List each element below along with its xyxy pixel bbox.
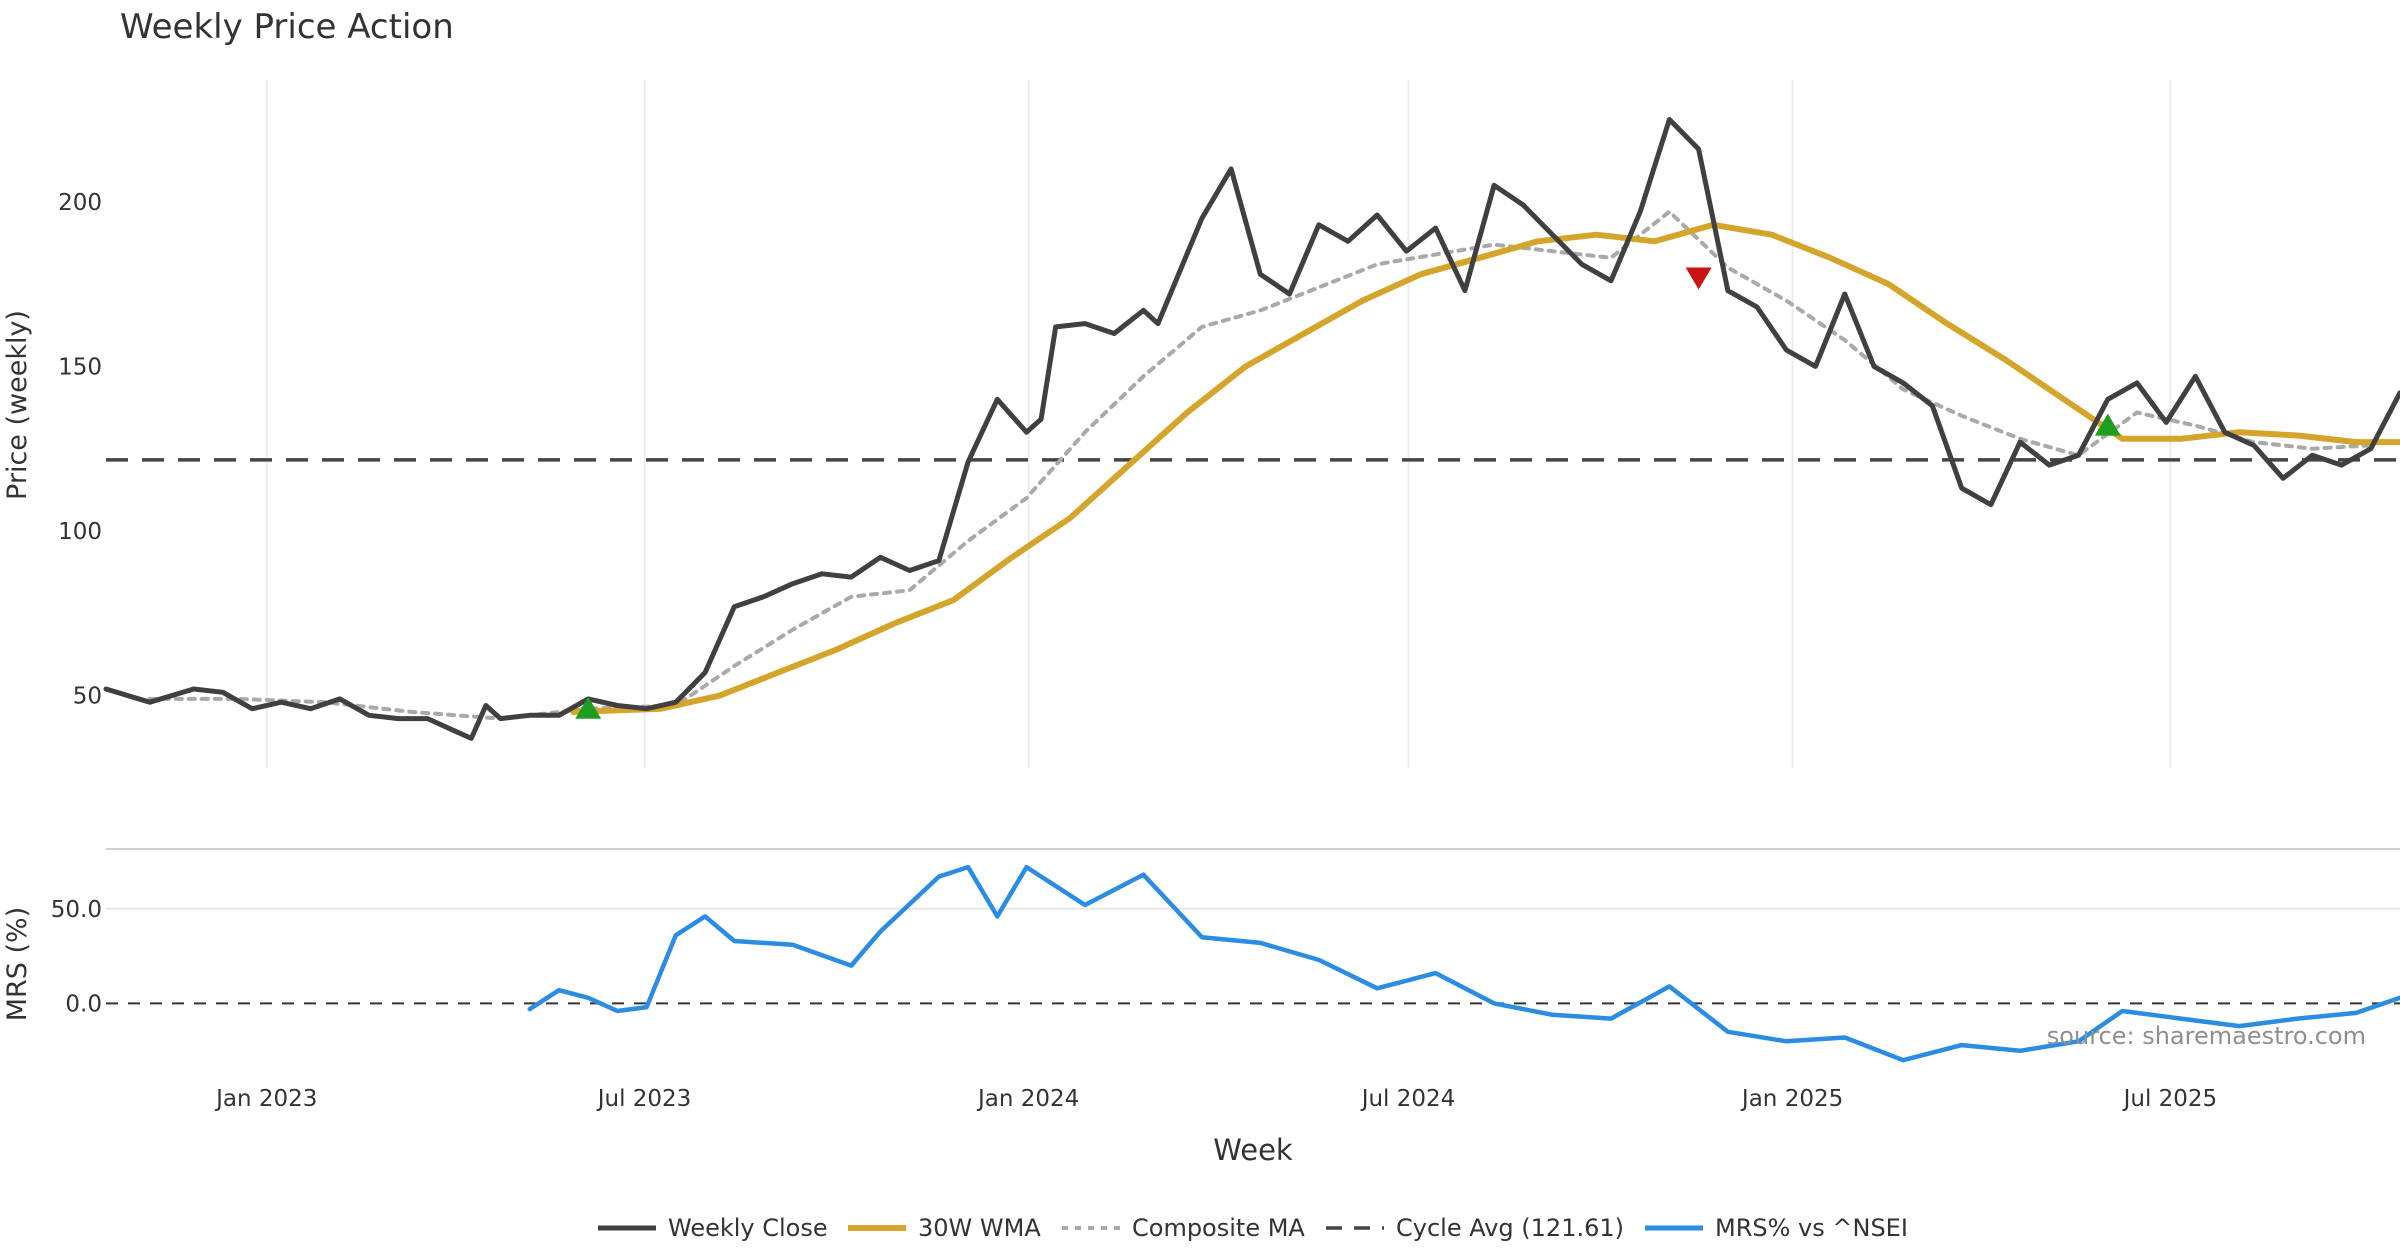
mrs-series-group [527, 864, 2400, 1063]
source-note: source: sharemaestro.com [2047, 1022, 2366, 1050]
legend-label-4: MRS% vs ^NSEI [1715, 1214, 1908, 1242]
composite-ma-line [147, 209, 2373, 721]
sell-signal-marker-1 [1685, 267, 1712, 290]
legend-label-2: Composite MA [1132, 1214, 1305, 1242]
x-tick-1: Jul 2023 [596, 1086, 692, 1112]
legend-label-1: 30W WMA [918, 1214, 1041, 1242]
x-tick-0: Jan 2023 [214, 1086, 317, 1112]
price-y-tick-2: 150 [58, 354, 102, 380]
price-series-group [103, 117, 2400, 741]
x-axis-label: Week [1213, 1133, 1293, 1167]
signal-markers [575, 267, 2121, 719]
x-tick-2: Jan 2024 [976, 1086, 1079, 1112]
x-tick-3: Jul 2024 [1360, 1086, 1456, 1112]
x-tick-4: Jan 2025 [1740, 1086, 1843, 1112]
legend-label-0: Weekly Close [668, 1214, 828, 1242]
weekly-close-line [103, 117, 2400, 741]
wma-30w-line [570, 221, 2400, 715]
buy-signal-marker-0 [575, 696, 602, 719]
legend: Weekly Close 30W WMA Composite MA Cycle Avg… [598, 1214, 1908, 1242]
mrs-line [527, 864, 2400, 1063]
x-tick-5: Jul 2025 [2122, 1086, 2218, 1112]
price-y-ticks: 50 100 150 200 [58, 190, 102, 710]
x-ticks: Jan 2023 Jul 2023 Jan 2024 Jul 2024 Jan 2025… [214, 1086, 2217, 1112]
price-y-tick-3: 200 [58, 190, 102, 216]
price-y-tick-1: 100 [58, 519, 102, 545]
legend-label-3: Cycle Avg (121.61) [1396, 1214, 1624, 1242]
price-y-axis-label: Price (weekly) [2, 310, 33, 500]
vertical-gridlines [265, 80, 2172, 768]
price-y-tick-0: 50 [73, 684, 102, 710]
mrs-y-ticks: 0.0 50.0 [51, 897, 102, 1018]
mrs-y-axis-label: MRS (%) [2, 907, 33, 1022]
mrs-y-tick-1: 50.0 [51, 897, 102, 923]
mrs-y-tick-0: 0.0 [65, 991, 102, 1017]
buy-signal-marker-2 [2094, 413, 2121, 436]
chart-title: Weekly Price Action [120, 7, 454, 47]
